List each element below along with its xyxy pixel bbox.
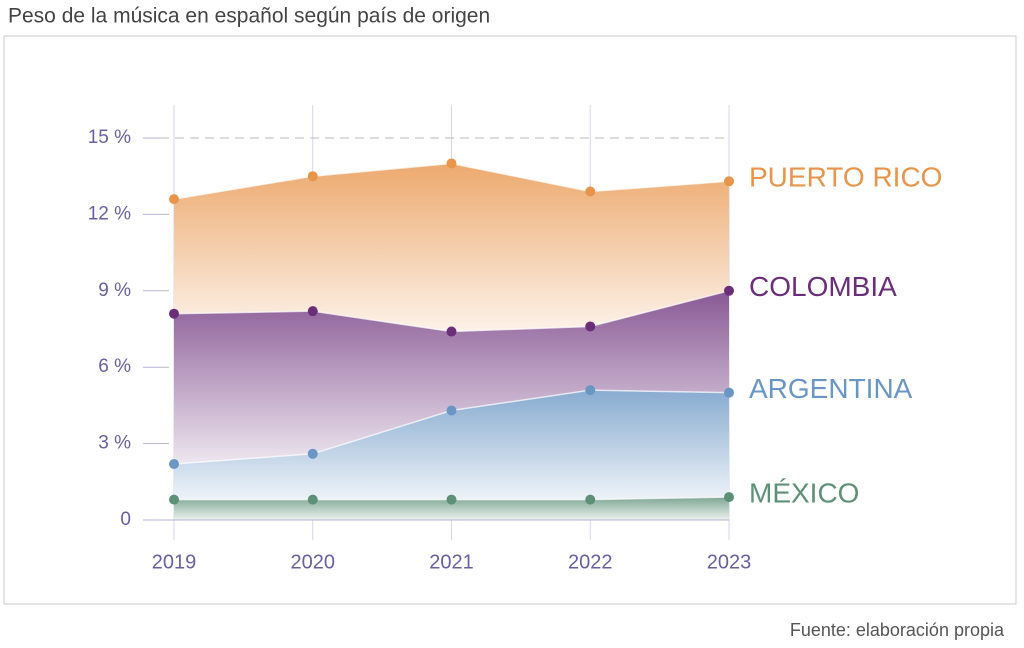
y-tick-label: 9 % bbox=[98, 280, 131, 301]
point bbox=[585, 321, 596, 332]
point bbox=[169, 458, 179, 469]
series-label: COLOMBIA bbox=[749, 271, 897, 302]
series-label: PUERTO RICO bbox=[749, 162, 942, 193]
point bbox=[307, 306, 318, 317]
y-tick-label: 0 bbox=[120, 509, 131, 530]
point bbox=[446, 494, 457, 505]
point bbox=[446, 326, 457, 337]
point bbox=[585, 186, 596, 197]
chart-title: Peso de la música en español según país … bbox=[8, 5, 490, 28]
x-tick-label: 2022 bbox=[568, 551, 613, 573]
point bbox=[724, 285, 734, 296]
area bbox=[174, 390, 729, 520]
point bbox=[724, 492, 734, 503]
point bbox=[724, 176, 734, 187]
point bbox=[169, 494, 179, 505]
point bbox=[446, 405, 457, 416]
y-tick-label: 6 % bbox=[98, 356, 131, 377]
point bbox=[585, 494, 596, 505]
point bbox=[169, 194, 179, 205]
x-tick-label: 2019 bbox=[152, 551, 197, 573]
series-label: MÉXICO bbox=[749, 477, 859, 508]
point bbox=[307, 448, 318, 459]
point bbox=[585, 385, 596, 396]
source: Fuente: elaboración propia bbox=[790, 620, 1005, 640]
y-tick-label: 12 % bbox=[88, 203, 131, 224]
point bbox=[307, 171, 318, 182]
x-tick-label: 2021 bbox=[429, 551, 474, 573]
y-tick-label: 3 % bbox=[98, 433, 131, 454]
point bbox=[307, 494, 318, 505]
series-label: ARGENTINA bbox=[749, 373, 913, 404]
point bbox=[169, 308, 179, 319]
y-tick-label: 15 % bbox=[88, 127, 131, 148]
x-tick-label: 2023 bbox=[707, 551, 752, 573]
panel bbox=[3, 35, 1017, 605]
point bbox=[446, 158, 457, 169]
point bbox=[724, 387, 734, 398]
x-tick-label: 2020 bbox=[291, 551, 336, 573]
